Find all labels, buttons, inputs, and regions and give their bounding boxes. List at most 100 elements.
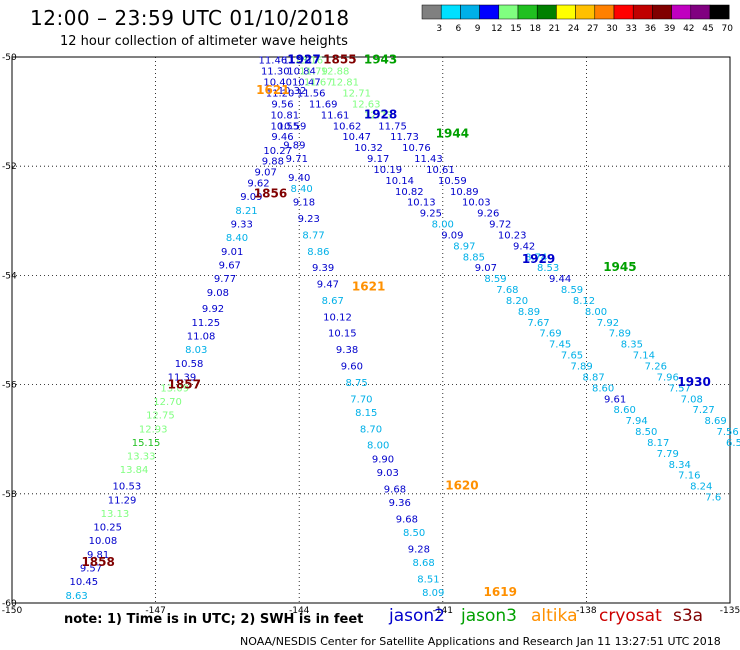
colorbar-label: 12 — [491, 24, 502, 34]
pass-time-label: 1928 — [364, 107, 397, 121]
wave-height-label: 9.36 — [389, 498, 411, 509]
colorbar-label: 36 — [645, 24, 657, 34]
pass-time-label: 1620 — [445, 479, 478, 493]
wave-height-label: 8.00 — [367, 441, 389, 452]
wave-height-label: 8.89 — [518, 307, 540, 318]
page-subtitle: 12 hour collection of altimeter wave hei… — [60, 34, 348, 49]
wave-height-label: 10.58 — [175, 359, 204, 370]
wave-height-label: 10.12 — [323, 312, 352, 323]
wave-height-label: 11.67 — [304, 78, 333, 89]
wave-height-label: 9.60 — [341, 361, 363, 372]
wave-height-label: 9.89 — [283, 140, 305, 151]
wave-height-label: 9.92 — [202, 304, 224, 315]
y-tick-label: -50 — [2, 53, 17, 63]
colorbar-swatch — [498, 4, 519, 20]
wave-height-label: 11.20 — [282, 56, 311, 67]
wave-height-label: 9.07 — [475, 263, 497, 274]
legend-s3a: s3a — [673, 606, 704, 626]
wave-height-label: 7.92 — [597, 318, 619, 329]
wave-height-label: 12.71 — [342, 88, 371, 99]
pass-time-label: 1930 — [677, 375, 710, 389]
wave-height-label: 9.71 — [286, 154, 308, 165]
wave-height-label: 9.61 — [604, 394, 626, 405]
wave-height-label: 9.38 — [336, 345, 358, 356]
wave-height-label: 10.47 — [342, 132, 371, 143]
wave-height-label: 10.23 — [498, 230, 527, 241]
wave-height-label: 11.39 — [168, 372, 197, 383]
colorbar-swatch — [709, 4, 730, 20]
wave-height-label: 8.00 — [585, 307, 607, 318]
colorbar-label: 18 — [529, 24, 541, 34]
wave-height-label: 8.60 — [614, 405, 636, 416]
colorbar-label: 42 — [683, 24, 694, 34]
wave-height-label: 8.34 — [669, 460, 691, 471]
wave-height-label: 8.40 — [290, 184, 312, 195]
pass-time-label: 1944 — [436, 126, 469, 140]
data-labels: 11.4611.3010.4011.209.5610.8110.559.4610… — [65, 56, 740, 602]
wave-height-label: 10.55 — [271, 121, 300, 132]
colorbar-label: 21 — [549, 24, 560, 34]
wave-height-label: 13.13 — [101, 509, 130, 520]
wave-height-label: 11.69 — [309, 99, 338, 110]
wave-height-label: 10.45 — [69, 577, 98, 588]
y-tick-label: -56 — [2, 381, 17, 391]
wave-height-label: 9.62 — [247, 179, 269, 190]
wave-height-label: 8.60 — [592, 383, 614, 394]
wave-height-label: 11.30 — [261, 67, 290, 78]
pass-time-labels: 1927 1855 1943 1621 1928 1944 1856 1929 1945 1621… — [81, 53, 710, 599]
wave-height-label: 8.63 — [65, 591, 87, 602]
wave-height-label: 9.67 — [219, 260, 241, 271]
legend-jason3: jason3 — [461, 606, 517, 626]
wave-height-label: 8.51 — [417, 574, 439, 585]
legend-cryosat: cryosat — [599, 606, 662, 626]
wave-height-label: 8.68 — [413, 558, 435, 569]
wave-height-label: 8.50 — [635, 427, 657, 438]
y-tick-label: -54 — [2, 271, 17, 281]
wave-height-label: 11.46 — [259, 56, 288, 67]
wave-height-label: 7.67 — [527, 318, 549, 329]
wave-height-label: 7.69 — [539, 329, 561, 340]
wave-height-label: 9.77 — [214, 274, 236, 285]
wave-height-label: 7.08 — [681, 394, 703, 405]
wave-height-label: 7.94 — [626, 416, 648, 427]
colorbar-swatch — [536, 4, 557, 20]
x-tick-label: -144 — [289, 606, 310, 616]
wave-height-label: 8.35 — [621, 340, 643, 351]
wave-height-label: 8.24 — [690, 482, 712, 493]
colorbar-swatch — [690, 4, 711, 20]
pass-time-label: 1855 — [323, 53, 356, 67]
wave-height-label: 8.97 — [453, 241, 475, 252]
pass-time-label: 1621 — [352, 279, 385, 293]
wave-height-label: 11.75 — [378, 121, 407, 132]
wave-height-label: 10.14 — [385, 176, 414, 187]
wave-height-label: 11.73 — [390, 132, 419, 143]
wave-height-label: 13.09 — [160, 383, 189, 394]
wave-height-label: 10.81 — [271, 110, 300, 121]
chart-grid — [12, 57, 730, 603]
wave-height-label: 13.33 — [127, 452, 156, 463]
colorbar-swatch — [460, 4, 480, 20]
x-tick-label: -150 — [2, 606, 23, 616]
x-tick-label: -141 — [433, 606, 453, 616]
wave-height-label: 12.70 — [153, 397, 182, 408]
colorbar-label: 30 — [606, 24, 618, 34]
colorbar-swatch — [594, 4, 615, 20]
wave-height-label: 10.89 — [450, 187, 479, 198]
wave-height-label: 13.16 — [294, 56, 323, 67]
wave-height-label: 9.33 — [231, 220, 253, 231]
pass-time-label: 1945 — [603, 260, 636, 274]
legend-altika: altika — [531, 606, 578, 626]
wave-height-label: 13.84 — [120, 465, 149, 476]
wave-height-label: 10.47 — [292, 78, 321, 89]
colorbar-label: 24 — [568, 24, 580, 34]
wave-height-label: 8.40 — [226, 233, 248, 244]
wave-height-label: 9.88 — [262, 157, 284, 168]
wave-height-label: 7.14 — [633, 351, 655, 362]
wave-height-label: 7.68 — [496, 285, 518, 296]
wave-height-label: 10.19 — [373, 165, 402, 176]
wave-height-label: 9.09 — [441, 230, 463, 241]
wave-height-label: 9.72 — [489, 220, 511, 231]
colorbar-swatch — [632, 4, 653, 20]
wave-height-label: 8.03 — [185, 345, 207, 356]
